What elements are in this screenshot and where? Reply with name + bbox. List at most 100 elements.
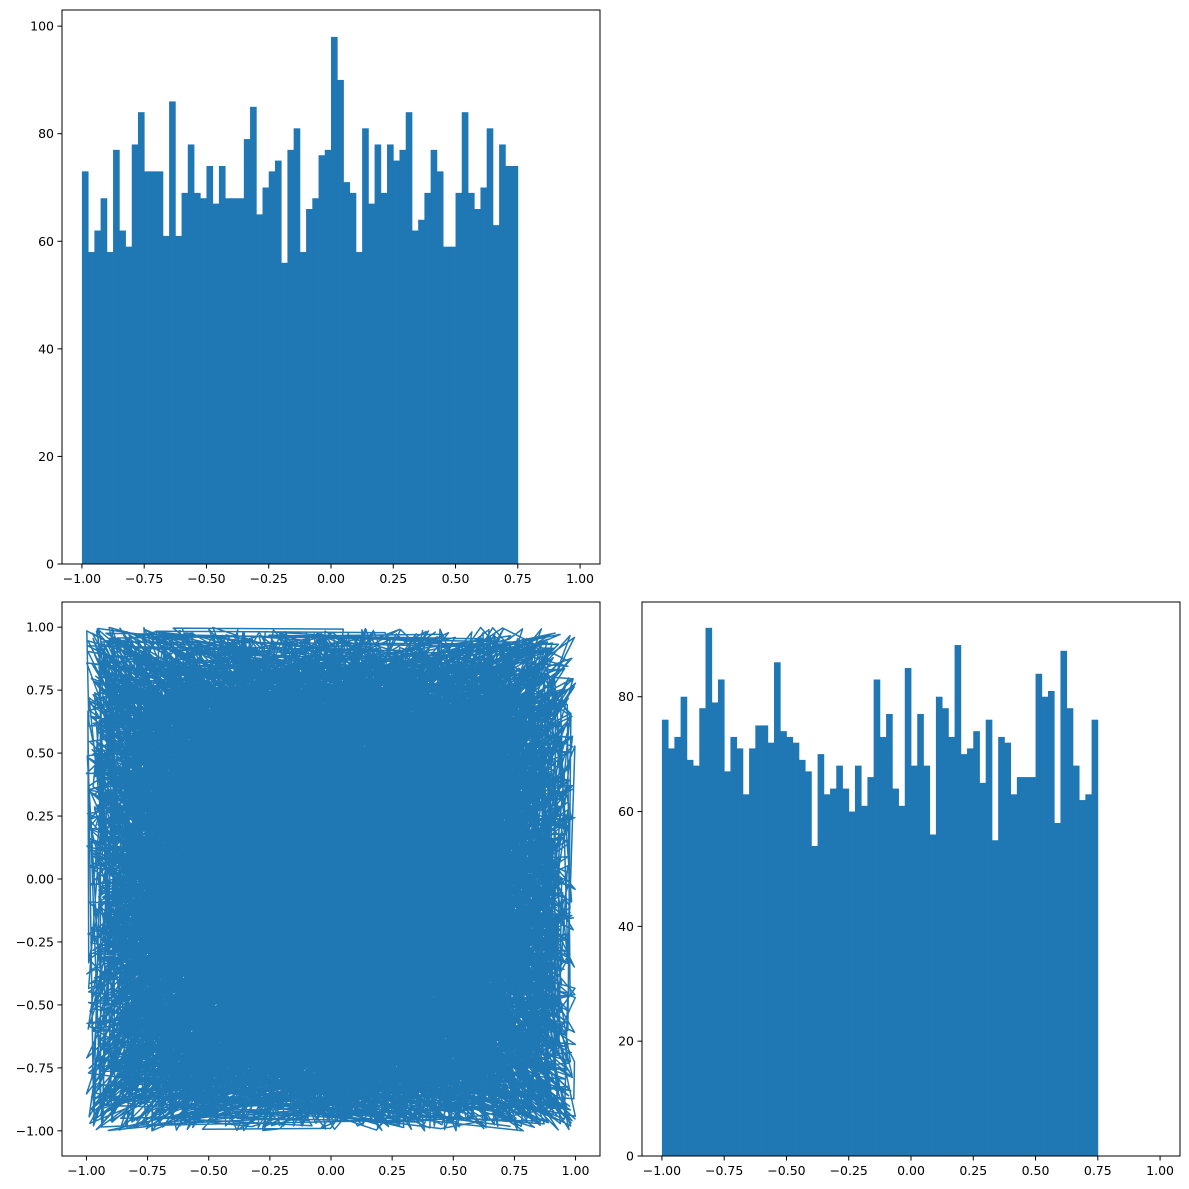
y-tick-label: 20: [618, 1034, 634, 1049]
histogram-bar: [755, 725, 762, 1156]
histogram-bar: [368, 203, 375, 564]
histogram-bar: [1072, 765, 1080, 1156]
histogram-bar: [967, 748, 974, 1156]
histogram-bar: [979, 782, 987, 1156]
histogram-bar: [867, 777, 875, 1156]
histogram-bar: [331, 36, 338, 565]
histogram-bar: [380, 192, 388, 564]
histogram-bar: [1054, 823, 1061, 1156]
histogram-bar: [705, 627, 713, 1156]
y-tick-label: 40: [618, 919, 634, 934]
x-tick-label: 1.00: [1146, 1163, 1174, 1178]
histogram-bar: [830, 788, 837, 1156]
histogram-bar: [144, 171, 151, 564]
histogram-bar: [125, 246, 133, 564]
x-tick-label: 0.50: [1022, 1163, 1050, 1178]
histogram-bar: [742, 794, 750, 1156]
histogram-bar: [206, 165, 214, 564]
histogram-bar: [699, 708, 706, 1156]
histogram-bar: [443, 246, 450, 564]
x-tick-label: −1.00: [643, 1163, 681, 1178]
histogram-bar: [811, 845, 818, 1156]
histogram-bar: [761, 725, 769, 1156]
histogram-bar: [1085, 794, 1092, 1156]
histogram-bar: [169, 101, 176, 564]
x-tick-label: 1.00: [566, 571, 594, 586]
histogram-bar: [411, 230, 419, 564]
histogram-bar: [418, 219, 425, 565]
histogram-bar: [293, 128, 301, 565]
histogram-bar: [923, 765, 931, 1156]
x-tick-label: −0.50: [190, 1163, 228, 1178]
histogram-bar: [499, 144, 506, 565]
x-tick-label: 0.75: [504, 571, 532, 586]
x-tick-label: 0.00: [317, 1163, 345, 1178]
x-tick-label: 0.25: [959, 1163, 987, 1178]
x-tick-label: −1.00: [67, 1163, 105, 1178]
histogram-bar: [904, 668, 912, 1156]
axes-bottom-right-histogram: −1.00 −0.75 −0.50 −0.25 0.00 0.25 0.50 0.75 1.00…: [618, 601, 1181, 1178]
histogram-bar: [848, 811, 856, 1156]
histogram-bar: [1041, 696, 1049, 1156]
histogram-bar: [817, 754, 825, 1156]
histogram-bar: [393, 160, 400, 565]
histogram-bar: [424, 192, 432, 564]
histogram-bar: [461, 112, 469, 564]
histogram-bar: [175, 235, 182, 565]
y-tick-label: 0.50: [26, 746, 54, 761]
histogram-bar: [137, 112, 145, 564]
y-tick-label: 0: [46, 557, 54, 572]
histogram-bar: [767, 742, 775, 1156]
histogram-bar: [674, 736, 682, 1156]
histogram-bar: [805, 771, 812, 1156]
histogram-bar: [873, 679, 881, 1156]
histogram-bar: [480, 187, 488, 564]
x-tick-label: −0.50: [187, 571, 225, 586]
y-tick-label: 80: [38, 126, 54, 141]
histogram-bar: [985, 719, 993, 1156]
histogram-bar: [948, 736, 955, 1156]
histogram-bar: [836, 765, 843, 1156]
histogram-bar: [749, 748, 756, 1156]
x-tick-label: −0.75: [128, 1163, 166, 1178]
histogram-bar: [312, 198, 319, 564]
histogram-bar: [861, 805, 868, 1156]
histogram-bar: [200, 198, 207, 564]
histogram-bar: [430, 149, 438, 564]
histogram-bar: [1079, 800, 1086, 1156]
histogram-bar: [780, 731, 787, 1156]
histogram-bar: [343, 182, 351, 564]
histogram-bar: [274, 160, 282, 565]
histogram-bar: [1047, 690, 1055, 1156]
x-tick-label: −0.50: [767, 1163, 805, 1178]
histogram-bars: [661, 627, 1099, 1156]
histogram-bar: [1029, 777, 1036, 1156]
y-tick-label: −0.50: [16, 997, 54, 1012]
axes-top-left-histogram: −1.00 −0.75 −0.50 −0.25 0.00 0.25 0.50 0.75 1.00…: [30, 9, 601, 586]
histogram-bar: [668, 748, 675, 1156]
y-tick-label: 20: [38, 449, 54, 464]
x-tick-label: −0.75: [705, 1163, 743, 1178]
y-tick-label: 60: [38, 234, 54, 249]
histogram-bar: [225, 198, 232, 564]
histogram-bar: [474, 209, 481, 564]
histogram-bar: [1004, 742, 1012, 1156]
y-tick-label: 0.00: [26, 872, 54, 887]
histogram-bar: [1010, 794, 1018, 1156]
x-tick-label: 0.50: [439, 1163, 467, 1178]
histogram-bar: [879, 736, 887, 1156]
histogram-bar: [854, 765, 862, 1156]
histogram-bar: [349, 192, 357, 564]
histogram-bar: [774, 662, 781, 1156]
histogram-bar: [935, 696, 943, 1156]
histogram-bar: [100, 198, 108, 564]
histogram-bar: [455, 192, 463, 564]
y-tick-label: 1.00: [26, 620, 54, 635]
histogram-bar: [119, 230, 126, 564]
histogram-bar: [106, 252, 114, 565]
histogram-bar: [262, 187, 270, 564]
histogram-bar: [823, 794, 831, 1156]
histogram-bar: [486, 128, 494, 565]
histogram-bar: [717, 679, 725, 1156]
histogram-bar: [786, 736, 794, 1156]
